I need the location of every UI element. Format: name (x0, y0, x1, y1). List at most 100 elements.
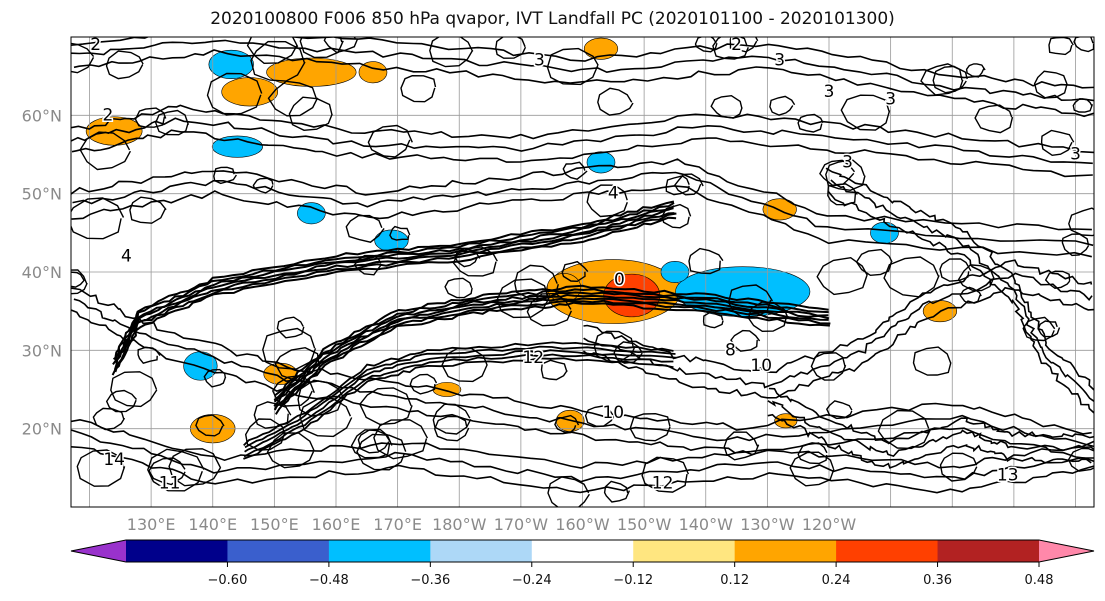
contour-label: 10 (750, 356, 772, 376)
latitude-label: 20°N (22, 420, 62, 439)
contour-label: 11 (159, 474, 181, 494)
contour-line (252, 177, 274, 194)
contour-line (92, 407, 126, 431)
contour-line (129, 196, 167, 224)
colorbar-segment (937, 540, 1040, 562)
longitude-label: 160°W (555, 515, 610, 534)
colorbar-outline (70, 539, 1095, 563)
contour-line (769, 95, 796, 116)
contour-line (111, 216, 677, 376)
contour-line (883, 256, 940, 298)
contour-line (213, 166, 237, 185)
contour-line (71, 197, 125, 240)
contour-line (939, 258, 972, 282)
contour-line (789, 451, 835, 487)
contour-label: 2 (731, 35, 742, 55)
contour-label: 3 (885, 90, 896, 110)
contour-lines (71, 37, 1094, 507)
contour-line (1022, 316, 1056, 342)
contour-line (526, 292, 573, 327)
contour-line (266, 432, 315, 469)
contour-line (137, 346, 161, 365)
contour-line (71, 39, 1094, 102)
contour-line (71, 158, 1092, 231)
contour-line (514, 264, 559, 301)
contour-line (276, 316, 305, 339)
contour-label: 8 (725, 340, 736, 360)
longitude-label: 170°W (494, 515, 549, 534)
contour-line (729, 37, 759, 53)
contour-line (825, 400, 853, 420)
contour-line (243, 341, 674, 447)
contour-line (195, 414, 225, 437)
contour-line (939, 452, 978, 482)
contour-line (1033, 70, 1069, 99)
contour-line (71, 185, 1092, 258)
contour-line (613, 341, 643, 364)
contour-line (71, 117, 1093, 165)
colorbar-tick-label: 0.24 (822, 573, 851, 588)
contour-line (267, 80, 319, 117)
contour-line (114, 200, 675, 358)
longitude-label: 170°E (373, 515, 422, 534)
contour-line (840, 94, 891, 131)
contour-label: 3 (842, 152, 853, 172)
contour-line (747, 301, 789, 333)
contour-label: 2 (90, 35, 101, 55)
contour-line (877, 409, 931, 450)
contour-line (920, 63, 964, 96)
contour-label: 4 (121, 246, 132, 266)
colorbar-segment (126, 540, 228, 562)
colorbar-extend-min (71, 540, 126, 562)
contour-line (540, 359, 568, 381)
contour-label: 14 (103, 450, 125, 470)
contour-line (71, 42, 95, 74)
contour-line (593, 330, 636, 363)
contour-line (288, 96, 333, 132)
contour-line (702, 311, 724, 329)
anomaly-patch (358, 61, 388, 84)
contour-line (827, 190, 1094, 414)
contour-line (274, 346, 321, 383)
colorbar-tick-label: −0.48 (309, 573, 349, 588)
contour-line (356, 433, 407, 471)
contour-line (433, 415, 470, 442)
contour-line (810, 352, 847, 381)
contour-line (71, 287, 1092, 435)
contour-label: 0 (614, 270, 625, 290)
contour-line (71, 104, 1094, 154)
anomaly-patch (297, 202, 326, 225)
contour-line (688, 247, 724, 275)
contour-line (546, 47, 599, 86)
colorbar-segment (430, 540, 533, 562)
contour-line (262, 327, 317, 370)
contour-line (547, 476, 590, 507)
contour-line (253, 401, 292, 429)
contour-line (274, 297, 829, 410)
contour-line (454, 247, 481, 268)
contour-line (912, 346, 952, 376)
contour-line (1040, 129, 1075, 157)
colorbar-segment (734, 540, 837, 562)
contour-line (299, 397, 353, 438)
latitude-label: 30°N (22, 341, 62, 360)
longitude-label: 130°W (740, 515, 795, 534)
contour-line (250, 40, 306, 82)
contour-line (583, 259, 1093, 374)
contour-line (71, 446, 1094, 494)
contour-line (73, 298, 1094, 448)
contour-line (353, 254, 382, 276)
anomaly-patch (211, 135, 263, 158)
contour-line (767, 413, 1094, 469)
contour-line (359, 387, 413, 426)
contour-line (583, 272, 1093, 389)
contour-line (273, 299, 831, 411)
contour-line (603, 480, 631, 503)
contour-line (562, 161, 588, 180)
anomaly-patch (583, 37, 619, 60)
contour-line (1048, 37, 1074, 56)
colorbar-segment (227, 540, 330, 562)
contour-line (1044, 270, 1071, 290)
contour-line (767, 400, 1094, 458)
